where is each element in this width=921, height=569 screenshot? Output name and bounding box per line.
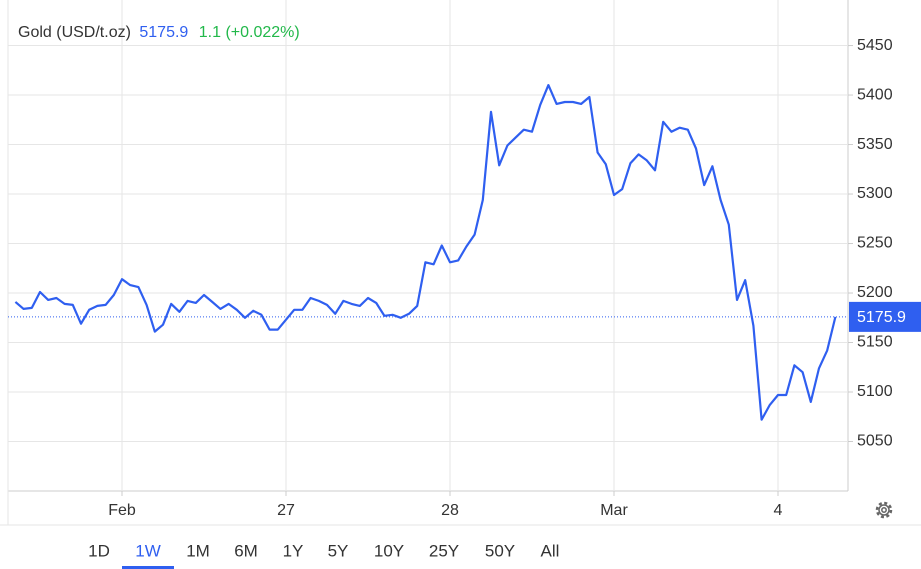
y-tick-label: 5300 xyxy=(857,185,893,202)
price-line xyxy=(14,84,837,421)
range-tab[interactable]: 1Y xyxy=(283,541,304,560)
range-tabs: 1D 1W 1M 6M 1Y 5Y 10Y 25Y 50Y All xyxy=(88,541,559,569)
plot xyxy=(14,84,837,421)
series-name: Gold (USD/t.oz) xyxy=(18,24,131,41)
range-tab[interactable]: All xyxy=(541,541,560,560)
y-tick-label: 5450 xyxy=(857,37,893,54)
y-tick-label: 5350 xyxy=(857,136,893,153)
y-tick-label: 5100 xyxy=(857,383,893,400)
range-tab[interactable]: 1M xyxy=(186,541,210,560)
grid xyxy=(8,0,848,491)
last-price-tag-label: 5175.9 xyxy=(857,309,906,326)
range-tab[interactable]: 6M xyxy=(234,541,258,560)
y-tick-label: 5150 xyxy=(857,334,893,351)
last-price-tag xyxy=(849,301,921,332)
range-tab[interactable]: 50Y xyxy=(485,541,515,560)
range-tab[interactable]: 10Y xyxy=(374,541,404,560)
range-tab[interactable]: 25Y xyxy=(429,541,459,560)
y-tick-label: 5400 xyxy=(857,86,893,103)
change: 1.1 (+0.022%) xyxy=(199,24,300,41)
last-price: 5175.9 xyxy=(139,24,188,41)
y-tick-label: 5200 xyxy=(857,284,893,301)
x-tick-label: Mar xyxy=(600,502,628,519)
header: Gold (USD/t.oz) 5175.9 1.1 (+0.022%) xyxy=(18,24,300,41)
settings-icon[interactable] xyxy=(875,501,893,519)
range-tab[interactable]: 1W xyxy=(135,541,161,560)
range-tab[interactable]: 5Y xyxy=(328,541,349,560)
x-tick-label: Feb xyxy=(108,502,136,519)
x-tick-label: 28 xyxy=(441,502,459,519)
y-tick-label: 5050 xyxy=(857,433,893,450)
range-tab[interactable]: 1D xyxy=(88,541,110,560)
active-tab-underline xyxy=(122,566,174,569)
x-tick-label: 4 xyxy=(774,502,783,519)
x-tick-label: 27 xyxy=(277,502,295,519)
y-tick-label: 5250 xyxy=(857,235,893,252)
